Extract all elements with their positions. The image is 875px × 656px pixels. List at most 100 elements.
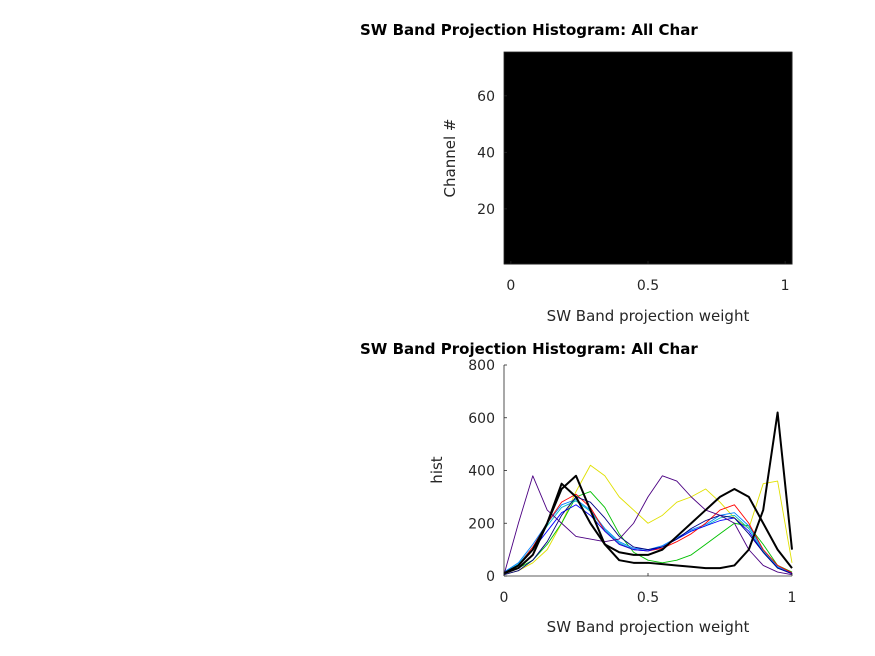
heatmap-cell (750, 179, 766, 194)
heatmap-cell (778, 150, 793, 166)
heatmap-cell (586, 221, 601, 237)
heatmap-cell (517, 122, 532, 138)
heatmap-cell (709, 122, 724, 138)
heatmap-cell (682, 80, 697, 95)
heatmap-cell (709, 52, 724, 67)
heatmap-cell (682, 136, 697, 152)
heatmap-cell (696, 249, 711, 265)
heatmap-cell (586, 207, 601, 223)
heatmap-cell (572, 108, 587, 124)
heatmap-cell (778, 179, 793, 194)
heatmap-cell (696, 150, 711, 166)
heatmap-cell (586, 136, 601, 152)
heatmap-cell (641, 193, 656, 208)
heatmap-cell (764, 150, 779, 166)
heatmap-cell (504, 165, 519, 180)
heatmap-cell (572, 165, 587, 180)
heatmap-cell (627, 207, 642, 223)
heatmap-cell (517, 235, 532, 251)
x-tick-label: 1 (788, 590, 797, 606)
heatmap-cell (613, 207, 628, 223)
heatmap-cell (572, 249, 587, 265)
heatmap-cell (709, 165, 724, 180)
heatmap-cell (764, 207, 779, 223)
heatmap-cell (764, 52, 779, 67)
heatmap-cell (641, 66, 656, 81)
heatmap-cell (572, 193, 587, 208)
x-tick-label: 0 (506, 278, 515, 294)
heatmap-cell (600, 52, 615, 67)
heatmap-cell (709, 136, 724, 152)
heatmap-cell (558, 80, 574, 95)
series-line (503, 411, 793, 575)
heatmap-cell (531, 249, 546, 265)
series-line (503, 491, 793, 574)
heatmap-cell (750, 193, 766, 208)
heatmap-cell (737, 52, 752, 67)
heatmap-cell (682, 165, 697, 180)
heatmap-cell (709, 193, 724, 208)
heatmap-cell (778, 165, 793, 180)
heatmap-cell (778, 221, 793, 237)
heatmap-cell (600, 150, 615, 166)
heatmap-cell (641, 207, 656, 223)
heatmap-cell (531, 94, 546, 110)
heatmap-cell (764, 136, 779, 152)
x-tick-label: 0 (500, 590, 509, 606)
heatmap-cell (682, 66, 697, 81)
heatmap-cell (696, 66, 711, 81)
heatmap-cell (641, 122, 656, 138)
heatmap-cell (600, 136, 615, 152)
heatmap-cell (531, 193, 546, 208)
heatmap-cell (723, 193, 738, 208)
x-tick-label: 0.5 (637, 278, 659, 294)
heatmap-cell (723, 150, 738, 166)
heatmap-cell (572, 94, 587, 110)
heatmap-cell (737, 179, 752, 194)
heatmap-cell (764, 235, 779, 251)
heatmap-cell (764, 94, 779, 110)
heatmap-cell (545, 249, 560, 265)
heatmap-cell (654, 179, 670, 194)
heatmap-cell (737, 150, 752, 166)
heatmap-cell (627, 235, 642, 251)
heatmap-cell (668, 249, 683, 265)
heatmap-cell (613, 122, 628, 138)
heatmap-cell (709, 150, 724, 166)
heatmap-cell (723, 80, 738, 95)
heatmap-cell (627, 94, 642, 110)
heatmap-cell (709, 179, 724, 194)
heatmap-cell (696, 207, 711, 223)
heatmap-cell (641, 235, 656, 251)
heatmap-cell (558, 179, 574, 194)
heatmap-cell (668, 165, 683, 180)
heatmap-cell (709, 80, 724, 95)
heatmap-cell (750, 150, 766, 166)
heatmap-cell (627, 165, 642, 180)
heatmap-cell (764, 122, 779, 138)
heatmap-cell (627, 136, 642, 152)
heatmap-cell (627, 122, 642, 138)
heatmap-cell (517, 80, 532, 95)
heatmap-cell (737, 249, 752, 265)
heatmap-cell (517, 150, 532, 166)
heatmap-cell (737, 108, 752, 124)
heatmap-cell (764, 249, 779, 265)
heatmap-cell (750, 122, 766, 138)
heatmap-cell (600, 165, 615, 180)
heatmap-cell (517, 136, 532, 152)
heatmap-cell (696, 94, 711, 110)
heatmap-cell (572, 207, 587, 223)
heatmap-cell (586, 52, 601, 67)
heatmap-cell (737, 221, 752, 237)
chart-title: SW Band Projection Histogram: All Char (360, 21, 698, 39)
heatmap-cell (764, 193, 779, 208)
heatmap-cell (613, 150, 628, 166)
heatmap-cell (504, 150, 519, 166)
heatmap-cell (586, 193, 601, 208)
heatmap-cell (654, 94, 670, 110)
heatmap-cell (696, 80, 711, 95)
heatmap-cell (778, 136, 793, 152)
heatmap-cell (668, 207, 683, 223)
heatmap-cell (764, 66, 779, 81)
